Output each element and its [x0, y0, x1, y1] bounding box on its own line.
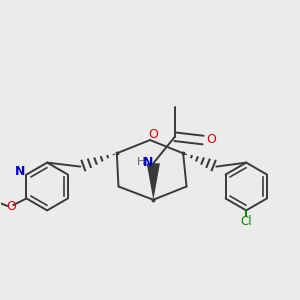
Text: H: H [136, 157, 145, 167]
Text: Cl: Cl [240, 215, 252, 229]
Text: O: O [148, 128, 158, 141]
Text: O: O [7, 200, 16, 213]
Text: N: N [143, 156, 154, 169]
Text: N: N [15, 165, 26, 178]
Text: O: O [206, 133, 216, 146]
Polygon shape [147, 163, 160, 200]
